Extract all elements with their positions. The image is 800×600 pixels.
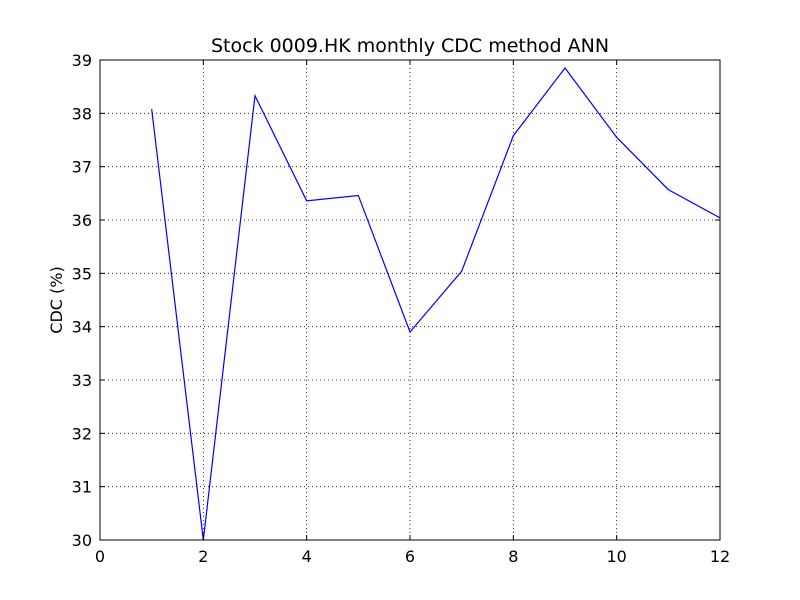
grid-layer: [100, 60, 720, 540]
x-tick-label: 12: [710, 547, 730, 566]
x-tick-label: 6: [405, 547, 415, 566]
y-tick-label: 36: [72, 211, 92, 230]
y-tick-label: 30: [72, 531, 92, 550]
y-tick-label: 39: [72, 51, 92, 70]
y-tick-label: 38: [72, 104, 92, 123]
x-tick-label: 0: [95, 547, 105, 566]
x-tick-label: 10: [606, 547, 626, 566]
x-tick-label: 8: [508, 547, 518, 566]
x-tick-label: 4: [302, 547, 312, 566]
y-tick-label: 31: [72, 478, 92, 497]
series-line-0: [151, 67, 721, 541]
chart-title: Stock 0009.HK monthly CDC method ANN: [211, 35, 609, 57]
x-tick-label: 2: [198, 547, 208, 566]
y-tick-label: 34: [72, 318, 92, 337]
y-tick-label: 32: [72, 424, 92, 443]
y-tick-label: 33: [72, 371, 92, 390]
series-layer: [151, 67, 721, 541]
tick-layer: 0 2 4 6 8 10 12 30 31 32 33 34 35 36 37 38 39: [72, 51, 731, 566]
y-tick-label: 35: [72, 264, 92, 283]
y-tick-label: 37: [72, 158, 92, 177]
y-axis-label: CDC (%): [47, 266, 66, 333]
